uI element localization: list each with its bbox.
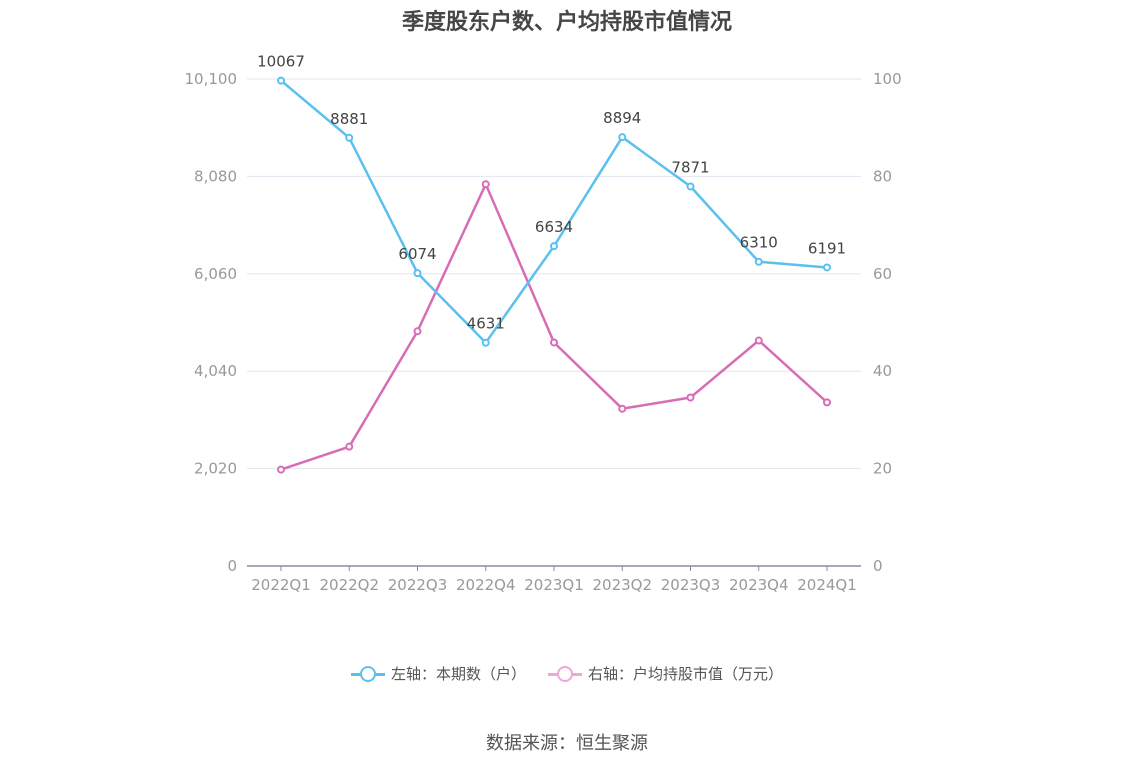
- legend-right-line-icon: [548, 665, 582, 682]
- x-tick-label: 2023Q3: [661, 576, 721, 594]
- x-tick-label: 2022Q4: [456, 576, 516, 594]
- y-left-tick-label: 6,060: [194, 265, 237, 283]
- data-label-holders: 6634: [535, 218, 573, 236]
- legend-left-label: 左轴：本期数（户）: [390, 665, 526, 683]
- point-market-value: [481, 180, 490, 189]
- x-tick-label: 2024Q1: [797, 576, 857, 594]
- data-label-holders: 8894: [603, 109, 641, 127]
- data-label-holders: 4631: [467, 315, 505, 333]
- point-holders: [618, 133, 627, 142]
- point-holders: [823, 263, 831, 272]
- point-market-value: [618, 404, 627, 413]
- grid-lines: [247, 78, 861, 470]
- chart-title: 季度股东户数、户均持股市值情况: [401, 10, 732, 35]
- legend-item-left-axis[interactable]: 左轴：本期数（户）: [350, 663, 526, 684]
- y-right-tick-label: 0: [873, 557, 883, 575]
- y-right-tick-label: 40: [873, 362, 892, 380]
- point-market-value: [823, 398, 831, 407]
- data-source-note: 数据来源：恒生聚源: [486, 733, 648, 754]
- y-right-tick-label: 60: [873, 265, 892, 283]
- x-tick-label: 2023Q4: [729, 576, 789, 594]
- point-market-value: [754, 336, 763, 345]
- legend-left-line-icon: [350, 665, 385, 682]
- series-lines: [277, 76, 831, 474]
- legend-item-right-axis[interactable]: 右轴：户均持股市值（万元）: [548, 663, 783, 684]
- point-market-value: [550, 338, 558, 347]
- point-market-value: [277, 465, 285, 474]
- axes: 0 0 2,020 20 4,040 40 6,060 60 8,080 80 10,100 100 2…: [185, 70, 902, 594]
- y-right-tick-label: 80: [873, 167, 892, 185]
- legend-right-label: 右轴：户均持股市值（万元）: [588, 665, 784, 683]
- line-chart: 0 0 2,020 20 4,040 40 6,060 60 8,080 80 10,100 100 2…: [185, 53, 902, 594]
- y-right-tick-label: 20: [873, 460, 892, 478]
- point-holders: [413, 269, 422, 278]
- point-holders: [345, 133, 354, 142]
- x-tick-label: 2023Q2: [592, 576, 652, 594]
- legend: 左轴：本期数（户） 右轴：户均持股市值（万元）: [0, 663, 1134, 684]
- data-label-holders: 8881: [330, 110, 368, 128]
- point-market-value: [413, 327, 422, 336]
- x-tick-label: 2022Q3: [388, 576, 448, 594]
- x-tick-label: 2022Q1: [251, 576, 311, 594]
- data-label-holders: 7871: [671, 158, 709, 176]
- x-tick-label: 2022Q2: [319, 576, 379, 594]
- data-label-holders: 6191: [808, 239, 846, 257]
- data-label-holders: 6310: [740, 234, 778, 252]
- point-holders: [481, 338, 490, 347]
- y-left-tick-label: 10,100: [185, 70, 238, 88]
- data-labels: 10067 8881 6074 4631 6634 8894 7871 6310 6191: [257, 53, 846, 333]
- data-label-holders: 10067: [257, 53, 305, 71]
- point-holders: [754, 257, 763, 266]
- data-label-holders: 6074: [398, 245, 436, 263]
- y-right-tick-label: 100: [873, 70, 902, 88]
- y-left-tick-label: 4,040: [194, 362, 237, 380]
- point-market-value: [345, 442, 354, 451]
- point-market-value: [686, 393, 695, 402]
- point-holders: [277, 76, 285, 85]
- y-left-tick-label: 8,080: [194, 167, 237, 185]
- point-holders: [550, 242, 558, 251]
- y-left-tick-label: 2,020: [194, 460, 237, 478]
- y-left-tick-label: 0: [227, 557, 237, 575]
- point-holders: [686, 182, 695, 191]
- x-tick-label: 2023Q1: [524, 576, 584, 594]
